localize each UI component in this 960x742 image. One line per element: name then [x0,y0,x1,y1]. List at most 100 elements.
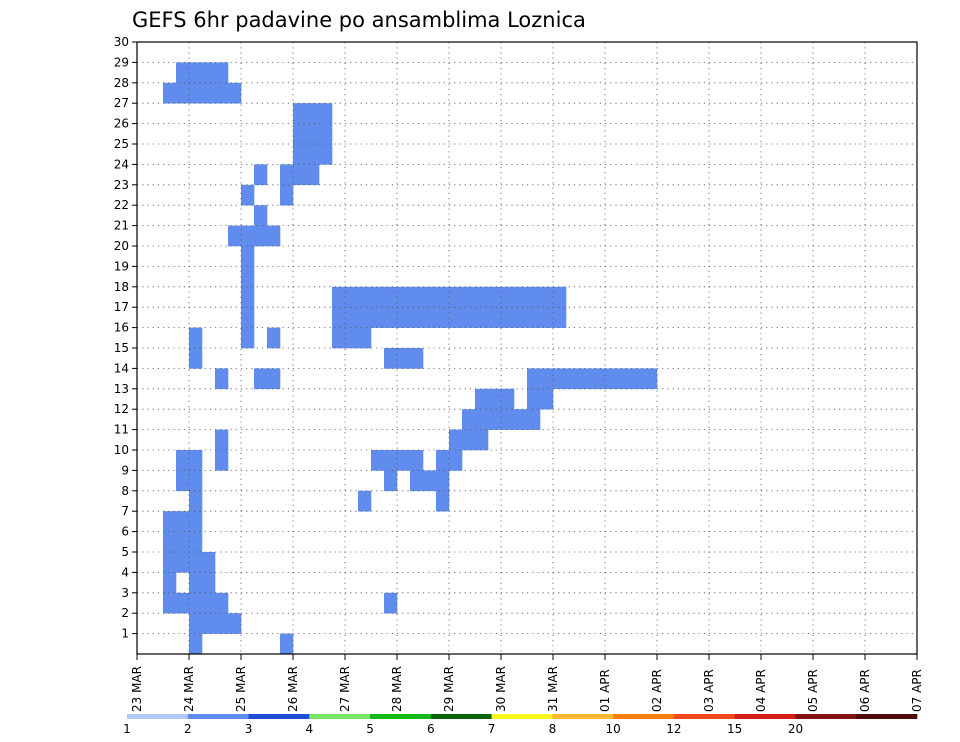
heatmap-cell [371,307,385,328]
heatmap-cell [410,348,424,369]
colorbar-label: 8 [549,722,557,736]
heatmap-cell [618,368,632,390]
heatmap-cell [163,552,177,573]
heatmap-cell [527,388,541,410]
heatmap-cell [410,307,424,328]
x-tick-label: 06 APR [858,669,872,712]
colorbar-segment [187,714,249,719]
x-tick-label: 04 APR [754,669,768,712]
heatmap-cell [176,470,190,492]
colorbar-label: 12 [666,722,681,736]
colorbar-label: 20 [788,722,803,736]
heatmap-cell [189,490,203,512]
heatmap-cell [436,286,450,308]
y-tick-label: 5 [121,545,129,559]
heatmap-cell [423,307,437,328]
heatmap-cell [163,572,177,594]
y-tick-label: 24 [114,157,129,171]
colorbar-label: 6 [427,722,435,736]
heatmap-cell [579,368,593,390]
x-tick-label: 30 MAR [494,666,508,712]
heatmap-cell [514,286,528,308]
y-tick-label: 11 [114,423,129,437]
heatmap-cell [241,225,255,247]
heatmap-cell [293,144,307,165]
heatmap-cell [280,184,294,206]
heatmap-cell [293,164,307,186]
heatmap-cell [358,490,372,512]
heatmap-cell [319,103,333,124]
colorbar-segment [248,714,310,719]
colorbar-label: 1 [123,722,131,736]
heatmap-cell [241,307,255,328]
heatmap-cell [436,450,450,471]
heatmap-cell [540,388,554,410]
heatmap-cell [254,368,268,390]
heatmap-cell [228,613,242,634]
colorbar-label: 5 [366,722,374,736]
y-tick-label: 13 [114,382,129,396]
heatmap-cells [163,62,658,655]
heatmap-cell [176,62,190,84]
heatmap-cell [410,470,424,492]
x-tick-label: 05 APR [806,669,820,712]
heatmap-cell [176,82,190,104]
y-tick-label: 26 [114,117,129,131]
heatmap-cell [254,205,268,226]
x-tick-label: 03 APR [702,669,716,712]
x-tick-label: 27 MAR [338,666,352,712]
colorbar-segment [613,714,675,719]
heatmap-cell [189,327,203,349]
heatmap-cell [527,368,541,390]
y-tick-label: 15 [114,341,129,355]
heatmap-cell [488,286,502,308]
heatmap-cell [345,286,359,308]
y-axis-ticks: 1234567891011121314151617181920212223242… [114,35,137,641]
heatmap-cell [397,286,411,308]
x-axis-ticks: 23 MAR 24 MAR 25 MAR 26 MAR 27 MAR 28 MAR 29 M… [130,654,924,712]
heatmap-cell [241,286,255,308]
heatmap-cell [215,368,229,390]
heatmap-cell [228,82,242,104]
x-tick-label: 07 APR [910,669,924,712]
y-tick-label: 28 [114,76,129,90]
heatmap-cell [501,286,515,308]
heatmap-cell [215,613,229,634]
y-tick-label: 8 [121,484,129,498]
heatmap-cell [163,511,177,532]
heatmap-cell [449,450,463,471]
heatmap-cell [358,327,372,349]
heatmap-cell [202,82,216,104]
heatmap-cell [215,62,229,84]
heatmap-cell [254,225,268,247]
heatmap-cell [332,327,346,349]
colorbar-segment [734,714,796,719]
chart-title: GEFS 6hr padavine po ansamblima Loznica [132,8,586,32]
heatmap-cell [566,368,580,390]
heatmap-cell [215,450,229,471]
y-tick-label: 20 [114,239,129,253]
x-tick-label: 31 MAR [546,666,560,712]
heatmap-cell [293,123,307,145]
heatmap-cell [228,225,242,247]
heatmap-cell [384,286,398,308]
y-tick-label: 23 [114,178,129,192]
y-tick-label: 18 [114,280,129,294]
heatmap-cell [540,307,554,328]
colorbar-segment [673,714,735,719]
heatmap-cell [189,592,203,614]
heatmap-cell [241,327,255,349]
heatmap-cell [501,388,515,410]
heatmap-cell [189,572,203,594]
heatmap-cell [384,450,398,471]
y-tick-label: 29 [114,55,129,69]
heatmap-cell [449,307,463,328]
heatmap-cell [332,307,346,328]
heatmap-cell [267,225,281,247]
heatmap-cell [475,307,489,328]
colorbar-label: 4 [305,722,313,736]
y-tick-label: 2 [121,606,129,620]
colorbar-label: 15 [727,722,742,736]
heatmap-cell [293,103,307,124]
